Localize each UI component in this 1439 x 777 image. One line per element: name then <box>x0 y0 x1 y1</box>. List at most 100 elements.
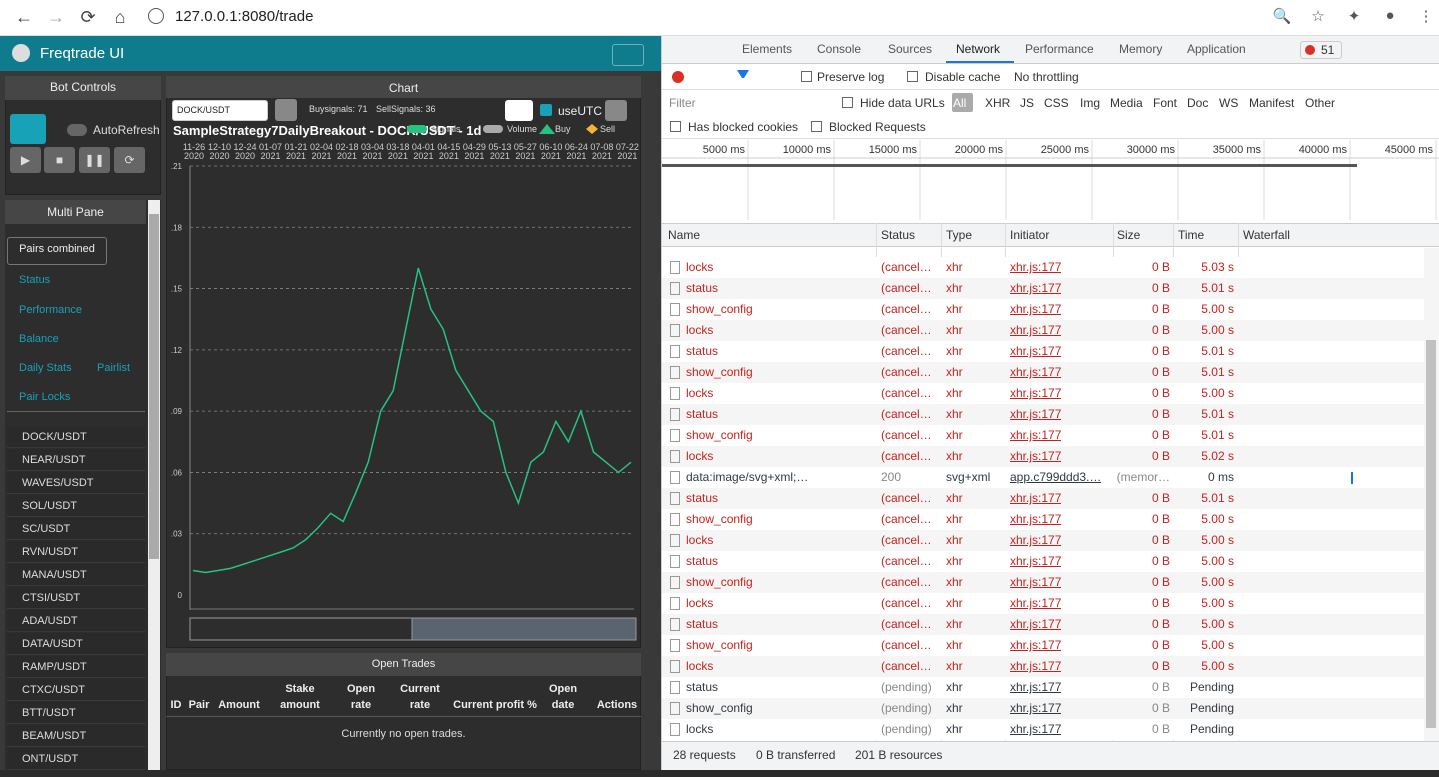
pair-row[interactable] <box>7 426 145 448</box>
filter-icon[interactable] <box>737 70 749 82</box>
checkbox[interactable] <box>842 97 853 108</box>
type-filter[interactable]: Manifest <box>1249 96 1295 110</box>
request-row[interactable] <box>662 467 1424 488</box>
pair-row[interactable] <box>7 725 145 747</box>
refresh-button[interactable] <box>10 114 46 144</box>
pair-row[interactable] <box>7 633 145 655</box>
column-header[interactable]: Name <box>668 228 701 242</box>
request-row[interactable] <box>662 299 1424 320</box>
pair-label[interactable]: NEAR/USDT <box>22 454 86 466</box>
menu-toggle[interactable] <box>612 44 644 66</box>
request-cell[interactable]: xhr.js:177 <box>1010 533 1062 547</box>
request-row[interactable] <box>662 719 1424 740</box>
request-row[interactable] <box>662 404 1424 425</box>
request-row[interactable] <box>662 425 1424 446</box>
checkbox[interactable] <box>811 121 822 132</box>
devtools-tab[interactable]: Elements <box>742 42 793 56</box>
request-row[interactable] <box>662 572 1424 593</box>
browser-icon[interactable]: ☆ <box>1311 8 1325 25</box>
pair-row[interactable] <box>7 679 145 701</box>
pair-label[interactable]: RAMP/USDT <box>22 661 87 673</box>
pair-row[interactable] <box>7 748 145 770</box>
control-button[interactable]: ▶ <box>10 147 41 173</box>
pair-label[interactable]: RVN/USDT <box>22 546 79 558</box>
request-row[interactable] <box>662 530 1424 551</box>
url-bar[interactable]: 127.0.0.1:8080/trade <box>175 8 314 25</box>
request-row[interactable] <box>662 509 1424 530</box>
type-filter[interactable]: Media <box>1110 96 1143 110</box>
record-button[interactable] <box>672 71 684 83</box>
settings-button[interactable] <box>605 100 627 121</box>
tab-link[interactable]: Pairlist <box>97 362 131 374</box>
request-row[interactable] <box>662 614 1424 635</box>
blocked-cookies[interactable]: Has blocked cookies <box>688 120 799 134</box>
request-cell[interactable]: xhr.js:177 <box>1010 323 1062 337</box>
request-cell[interactable]: xhr.js:177 <box>1010 512 1062 526</box>
request-cell[interactable]: xhr.js:177 <box>1010 617 1062 631</box>
column-header[interactable]: Status <box>881 228 916 242</box>
checkbox[interactable] <box>801 71 812 82</box>
pair-label[interactable]: SOL/USDT <box>22 500 78 512</box>
devtools-tab[interactable]: Sources <box>888 42 933 56</box>
request-cell[interactable]: xhr.js:177 <box>1010 260 1062 274</box>
devtools-tab[interactable]: Console <box>817 42 862 56</box>
filter-placeholder[interactable]: Filter <box>669 96 696 110</box>
pair-row[interactable] <box>7 702 145 724</box>
request-row[interactable] <box>662 656 1424 677</box>
tab-link[interactable]: Status <box>19 274 51 286</box>
nav-button[interactable]: ⌂ <box>114 7 126 27</box>
request-cell[interactable]: xhr.js:177 <box>1010 596 1062 610</box>
tab-button[interactable] <box>7 237 107 265</box>
request-row[interactable] <box>662 698 1424 719</box>
request-cell[interactable]: xhr.js:177 <box>1010 407 1062 421</box>
pair-label[interactable]: BTT/USDT <box>22 707 76 719</box>
control-button[interactable]: ⟳ <box>114 147 145 173</box>
request-cell[interactable]: xhr.js:177 <box>1010 722 1062 736</box>
request-row[interactable] <box>662 446 1424 467</box>
pair-select[interactable] <box>172 100 268 121</box>
reload-button[interactable] <box>275 99 297 121</box>
pair-select-text[interactable]: DOCK/USDT <box>177 105 231 115</box>
request-cell[interactable]: xhr.js:177 <box>1010 491 1062 505</box>
browser-icon[interactable]: ⋮ <box>1418 8 1434 25</box>
hide-data-urls[interactable]: Hide data URLs <box>860 96 945 110</box>
pair-row[interactable] <box>7 541 145 563</box>
browser-icon[interactable]: ● <box>1385 7 1395 24</box>
request-cell[interactable]: xhr.js:177 <box>1010 386 1062 400</box>
request-cell[interactable]: xhr.js:177 <box>1010 554 1062 568</box>
pair-row[interactable] <box>7 495 145 517</box>
type-filter[interactable]: CSS <box>1044 96 1069 110</box>
column-header[interactable]: Initiator <box>1010 228 1050 242</box>
nav-button[interactable]: → <box>47 7 65 27</box>
pair-label[interactable]: CTXC/USDT <box>22 684 85 696</box>
throttling-select[interactable]: No throttling <box>1014 70 1079 84</box>
pair-label[interactable]: ADA/USDT <box>22 615 78 627</box>
pair-row[interactable] <box>7 587 145 609</box>
plot-select[interactable] <box>505 100 533 121</box>
request-row[interactable] <box>662 278 1424 299</box>
request-row[interactable] <box>662 551 1424 572</box>
request-row[interactable] <box>662 257 1424 278</box>
type-filter[interactable]: All <box>953 96 967 110</box>
column-header[interactable]: Size <box>1117 228 1141 242</box>
type-filter[interactable]: Doc <box>1187 96 1209 110</box>
request-row[interactable] <box>662 320 1424 341</box>
type-filter[interactable]: XHR <box>985 96 1011 110</box>
app-title[interactable]: Freqtrade UI <box>40 45 125 62</box>
devtools-tab[interactable]: Performance <box>1025 42 1094 56</box>
type-filter[interactable]: JS <box>1020 96 1035 110</box>
error-badge[interactable] <box>1300 41 1342 59</box>
request-row[interactable] <box>662 488 1424 509</box>
pair-row[interactable] <box>7 656 145 678</box>
tab-link[interactable]: Balance <box>19 333 59 345</box>
tab-link[interactable]: Pair Locks <box>19 391 71 403</box>
tab-link[interactable]: Daily Stats <box>19 362 72 374</box>
request-cell[interactable]: xhr.js:177 <box>1010 659 1062 673</box>
pair-label[interactable]: CTSI/USDT <box>22 592 81 604</box>
nav-button[interactable]: ← <box>15 7 33 27</box>
error-count[interactable]: 51 <box>1321 43 1335 57</box>
pair-label[interactable]: DOCK/USDT <box>22 431 87 443</box>
request-row[interactable] <box>662 362 1424 383</box>
utc-checkbox[interactable] <box>540 104 552 116</box>
request-row[interactable] <box>662 593 1424 614</box>
